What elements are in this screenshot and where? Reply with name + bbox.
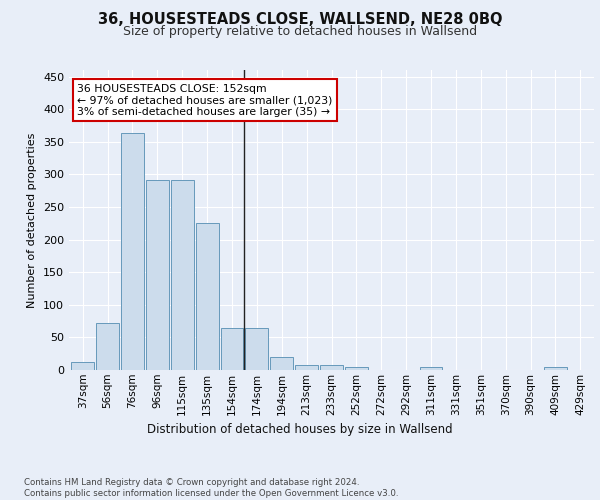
Text: Contains HM Land Registry data © Crown copyright and database right 2024.
Contai: Contains HM Land Registry data © Crown c… [24, 478, 398, 498]
Bar [71, 362, 94, 370]
Bar [544, 368, 567, 370]
Bar [121, 132, 144, 370]
Bar [345, 366, 368, 370]
Text: 36 HOUSESTEADS CLOSE: 152sqm
← 97% of detached houses are smaller (1,023)
3% of : 36 HOUSESTEADS CLOSE: 152sqm ← 97% of de… [77, 84, 332, 116]
Bar [245, 328, 268, 370]
Y-axis label: Number of detached properties: Number of detached properties [28, 132, 37, 308]
Bar [196, 224, 218, 370]
Bar [96, 323, 119, 370]
Bar [221, 328, 244, 370]
Bar [270, 357, 293, 370]
Text: Distribution of detached houses by size in Wallsend: Distribution of detached houses by size … [147, 422, 453, 436]
Bar [320, 366, 343, 370]
Text: Size of property relative to detached houses in Wallsend: Size of property relative to detached ho… [123, 25, 477, 38]
Bar [146, 180, 169, 370]
Text: 36, HOUSESTEADS CLOSE, WALLSEND, NE28 0BQ: 36, HOUSESTEADS CLOSE, WALLSEND, NE28 0B… [98, 12, 502, 28]
Bar [171, 180, 194, 370]
Bar [295, 366, 318, 370]
Bar [419, 368, 442, 370]
